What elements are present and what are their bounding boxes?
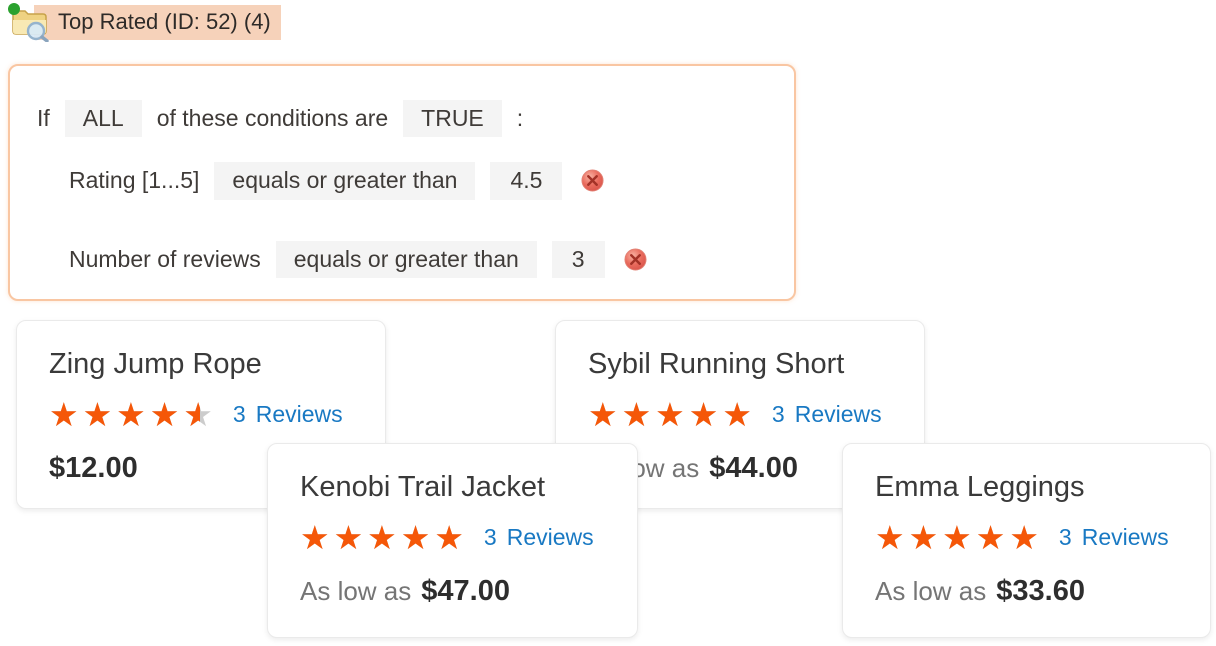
conditions-header-row: If ALL of these conditions are TRUE :	[37, 100, 794, 138]
condition-operator-selector[interactable]: equals or greater than	[275, 240, 537, 278]
reviews-label-link[interactable]: Reviews	[255, 401, 343, 428]
rating-row: ★★★★★ ★★★★★ 3 Reviews	[588, 398, 892, 431]
conditions-prefix-text: If	[37, 105, 50, 132]
product-price: $47.00	[421, 575, 510, 608]
condition-attribute-label: Number of reviews	[69, 245, 261, 272]
folder-search-icon	[8, 3, 49, 42]
tree-item-label: Top Rated (ID: 52) (4)	[34, 4, 281, 40]
reviews-label-link[interactable]: Reviews	[1081, 524, 1169, 551]
star-rating: ★★★★★ ★★★★★	[300, 518, 468, 558]
conditions-middle-text: of these conditions are	[156, 105, 389, 132]
conditions-panel: If ALL of these conditions are TRUE : Ra…	[8, 64, 796, 301]
condition-value-input[interactable]: 3	[551, 240, 605, 278]
remove-condition-button[interactable]	[624, 248, 647, 271]
condition-row: Number of reviews equals or greater than…	[69, 240, 794, 278]
price-prefix-label: As low as	[875, 576, 987, 607]
product-name-link[interactable]: Zing Jump Rope	[49, 348, 262, 380]
reviews-link: 3 Reviews	[484, 524, 594, 551]
reviews-label-link[interactable]: Reviews	[794, 401, 882, 428]
reviews-count-link[interactable]: 3	[232, 401, 246, 428]
price-row: As low as $47.00	[300, 575, 605, 608]
reviews-link: 3 Reviews	[233, 401, 343, 428]
product-price: $12.00	[49, 452, 138, 485]
product-price: $44.00	[709, 452, 798, 485]
reviews-count-link[interactable]: 3	[1058, 524, 1072, 551]
rating-row: ★★★★★ ★★★★★ 3 Reviews	[875, 521, 1178, 554]
price-row: As low as $33.60	[875, 575, 1178, 608]
star-rating: ★★★★★ ★★★★★	[875, 518, 1043, 558]
rating-row: ★★★★★ ★★★★★ 3 Reviews	[300, 521, 605, 554]
price-row: $12.00	[49, 452, 353, 485]
star-rating: ★★★★★ ★★★★★	[588, 395, 756, 435]
product-card: Emma Leggings ★★★★★ ★★★★★ 3 Reviews As l…	[842, 443, 1211, 638]
delete-icon	[581, 169, 604, 192]
condition-attribute-label: Rating [1...5]	[69, 167, 200, 194]
reviews-count-link[interactable]: 3	[771, 401, 785, 428]
condition-row: Rating [1...5] equals or greater than 4.…	[69, 162, 794, 200]
reviews-link: 3 Reviews	[772, 401, 882, 428]
product-card: Kenobi Trail Jacket ★★★★★ ★★★★★ 3 Review…	[267, 443, 638, 638]
active-indicator-dot	[8, 3, 20, 15]
aggregator-selector[interactable]: ALL	[64, 100, 142, 138]
condition-value-input[interactable]: 4.5	[490, 162, 563, 200]
product-name-link[interactable]: Kenobi Trail Jacket	[300, 471, 546, 503]
condition-operator-selector[interactable]: equals or greater than	[214, 162, 476, 200]
reviews-count-link[interactable]: 3	[483, 524, 497, 551]
star-rating: ★★★★★ ★★★★★	[49, 395, 217, 435]
product-name-link[interactable]: Emma Leggings	[875, 471, 1085, 503]
reviews-label-link[interactable]: Reviews	[506, 524, 594, 551]
remove-condition-button[interactable]	[581, 169, 604, 192]
rating-row: ★★★★★ ★★★★★ 3 Reviews	[49, 398, 353, 431]
aggregator-value-selector[interactable]: TRUE	[403, 100, 502, 138]
price-prefix-label: As low as	[300, 576, 412, 607]
product-price: $33.60	[996, 575, 1085, 608]
category-tree-item[interactable]: Top Rated (ID: 52) (4)	[6, 2, 281, 42]
conditions-suffix-text: :	[516, 105, 524, 132]
product-name-link[interactable]: Sybil Running Short	[588, 348, 845, 380]
delete-icon	[624, 248, 647, 271]
reviews-link: 3 Reviews	[1059, 524, 1169, 551]
